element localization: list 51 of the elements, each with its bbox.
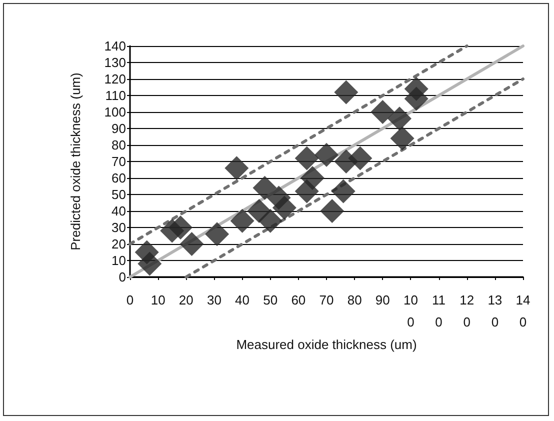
x-tick-label: 60: [291, 292, 306, 308]
y-axis-title: Predicted oxide thickness (um): [68, 72, 83, 250]
x-tick-label: 80: [347, 292, 362, 308]
x-tick-label: 14 0: [516, 292, 530, 330]
y-tick-label: 40: [112, 204, 126, 218]
point: [180, 232, 204, 256]
point: [314, 142, 338, 167]
point: [252, 176, 277, 200]
y-tick-label: 110: [105, 88, 126, 103]
point: [404, 76, 428, 101]
y-tick-label: 130: [104, 55, 126, 70]
x-tick-label: 30: [206, 292, 222, 308]
x-tick-label: 13 0: [488, 292, 502, 330]
y-tick-label: 0: [118, 270, 126, 284]
point: [390, 126, 414, 150]
point: [224, 156, 249, 180]
point: [230, 208, 254, 233]
y-tick-label: 100: [104, 104, 126, 120]
x-tick-label: 10: [150, 292, 166, 308]
x-tick-label: 40: [235, 292, 250, 308]
x-tick-label: 90: [375, 292, 390, 308]
x-tick-label: 50: [263, 292, 278, 308]
x-axis-title: Measured oxide thickness (um): [236, 336, 417, 352]
x-tick-label: 12 0: [460, 292, 474, 330]
point: [334, 80, 358, 104]
y-tick-label: 70: [112, 154, 126, 169]
point: [168, 216, 193, 240]
point: [138, 252, 162, 276]
y-tick-label: 90: [112, 121, 126, 136]
y-tick-label: 120: [104, 72, 126, 86]
point: [205, 222, 230, 246]
point: [331, 179, 356, 204]
point: [348, 146, 372, 170]
y-tick-label: 20: [112, 236, 126, 252]
point: [320, 199, 344, 223]
y-tick-label: 10: [112, 253, 126, 268]
y-tick-label: 140: [104, 38, 126, 54]
point: [387, 106, 412, 131]
y-tick-label: 80: [112, 138, 126, 152]
x-tick-label: 20: [178, 292, 194, 308]
x-tick-label: 10 0: [403, 292, 418, 330]
x-tick-label: 11 0: [432, 292, 446, 330]
point: [300, 166, 324, 190]
point: [294, 146, 319, 170]
point: [258, 208, 282, 233]
y-tick-label: 30: [112, 220, 126, 235]
y-tick-label: 50: [112, 187, 126, 202]
x-tick-label: 70: [319, 292, 334, 308]
point: [272, 196, 296, 220]
point: [370, 100, 395, 124]
y-tick-label: 60: [112, 170, 126, 186]
